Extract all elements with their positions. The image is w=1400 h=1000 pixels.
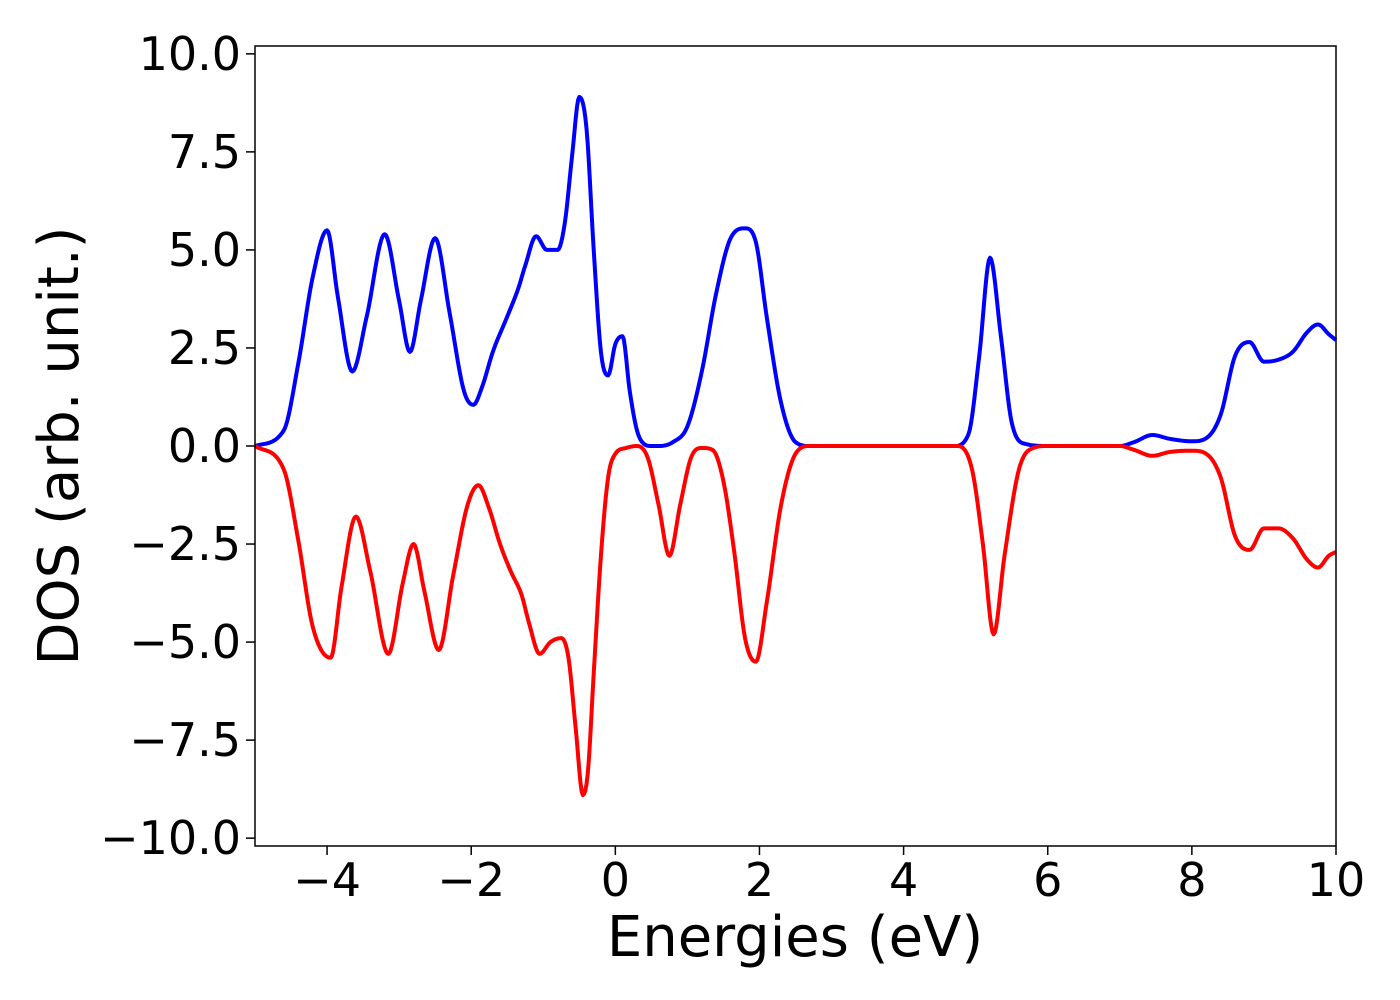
y-tick-label: 2.5 xyxy=(168,321,241,375)
x-tick-label: 0 xyxy=(601,853,630,907)
x-tick-label: 6 xyxy=(1033,853,1062,907)
y-tick-label: 0.0 xyxy=(168,419,241,473)
x-tick-label: 2 xyxy=(745,853,774,907)
y-tick-label: −2.5 xyxy=(129,517,241,571)
x-axis-label: Energies (eV) xyxy=(607,905,983,970)
y-tick-label: 7.5 xyxy=(168,125,241,179)
x-tick-label: 8 xyxy=(1177,853,1206,907)
y-tick-label: −5.0 xyxy=(129,615,241,669)
y-axis-label: DOS (arb. unit.) xyxy=(27,226,92,665)
x-tick-label: 10 xyxy=(1307,853,1366,907)
x-tick-label: −2 xyxy=(437,853,505,907)
y-tick-label: −10.0 xyxy=(100,811,241,865)
y-tick-label: 10.0 xyxy=(139,27,241,81)
y-axis-ticks: 10.0 7.5 5.0 2.5 0.0 −2.5 −5.0 −7.5 −10.0 xyxy=(100,27,255,865)
dos-series-blue xyxy=(254,94,1338,448)
y-tick-label: −7.5 xyxy=(129,713,241,767)
x-tick-label: 4 xyxy=(889,853,918,907)
x-axis-ticks: −4 −2 0 2 4 6 8 10 xyxy=(293,846,1365,907)
dos-series-red xyxy=(253,444,1337,798)
series-layer xyxy=(253,94,1338,798)
y-tick-label: 5.0 xyxy=(168,223,241,277)
x-tick-label: −4 xyxy=(293,853,361,907)
